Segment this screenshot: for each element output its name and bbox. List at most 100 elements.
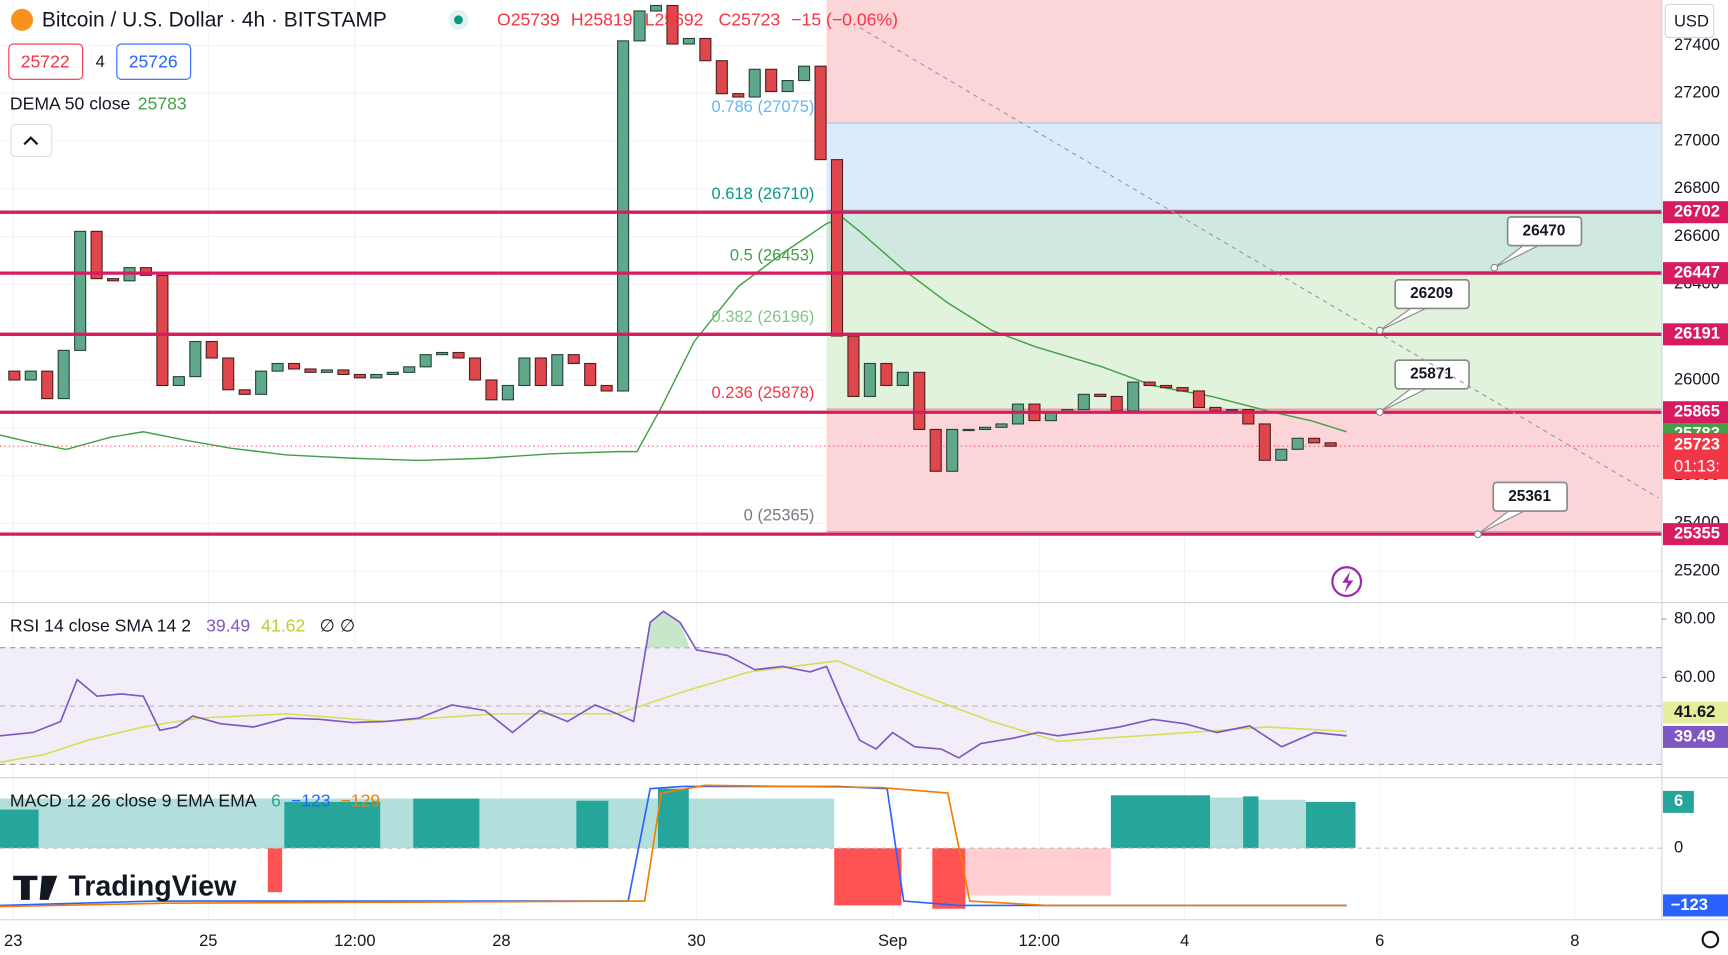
candle bbox=[1275, 448, 1288, 461]
last-price: 25723 bbox=[1674, 434, 1720, 453]
background bbox=[0, 0, 1662, 920]
price-level-tag: 25355 bbox=[1674, 523, 1720, 542]
candle bbox=[781, 79, 794, 93]
alert-icon[interactable] bbox=[1331, 566, 1363, 598]
callout-anchor bbox=[1490, 263, 1499, 272]
callout-box bbox=[1394, 359, 1470, 390]
price-level-tag: 26702 bbox=[1674, 202, 1720, 221]
ohlc-value: C25723 bbox=[719, 10, 781, 30]
fib-zone bbox=[826, 271, 1662, 334]
x-tick-label: 25 bbox=[199, 931, 217, 950]
y-tick-label: 26800 bbox=[1674, 178, 1720, 197]
dema-line bbox=[0, 217, 1347, 462]
candle bbox=[370, 373, 383, 379]
candle bbox=[271, 362, 284, 372]
candle bbox=[962, 428, 975, 432]
candle bbox=[814, 65, 827, 161]
market-status-dot bbox=[454, 15, 463, 25]
x-tick-label: 8 bbox=[1570, 931, 1579, 950]
candle bbox=[682, 37, 695, 45]
fib-label: 0.382 (26196) bbox=[712, 307, 815, 326]
y-tick-label: 26000 bbox=[1674, 369, 1720, 388]
rsi-extra: ∅ ∅ bbox=[320, 615, 356, 635]
fib-label: 0.618 (26710) bbox=[712, 184, 815, 203]
candle bbox=[74, 230, 87, 351]
rsi-line bbox=[0, 610, 1347, 759]
rsi-tag: 39.49 bbox=[1674, 726, 1715, 745]
candle bbox=[8, 370, 21, 381]
countdown: 01:13: bbox=[1674, 456, 1720, 475]
candle bbox=[90, 230, 103, 280]
macd-value: −123 bbox=[291, 791, 331, 811]
macd-signal: −129 bbox=[341, 791, 381, 811]
price-level-tag-bg bbox=[1662, 523, 1728, 546]
macd-hist-tag: 6 bbox=[1674, 791, 1683, 810]
candle bbox=[156, 274, 169, 387]
candle bbox=[518, 357, 531, 387]
candle bbox=[748, 68, 761, 98]
macd-label: MACD 12 26 close 9 EMA EMA bbox=[10, 791, 257, 811]
candle bbox=[946, 428, 959, 472]
candle bbox=[386, 371, 399, 376]
ohlc-value: H25819 bbox=[571, 10, 633, 30]
candle bbox=[452, 351, 465, 359]
x-tick-label: 6 bbox=[1375, 931, 1384, 950]
spread: 4 bbox=[96, 52, 105, 71]
ohlc: O25739 H25819 L25692 C25723 −15 (−0.06%) bbox=[497, 10, 898, 30]
ask[interactable]: 25726 bbox=[129, 51, 178, 71]
candle bbox=[1110, 395, 1123, 412]
fib-label: 0 (25365) bbox=[744, 506, 815, 525]
symbol: Bitcoin / U.S. Dollar · 4h · BITSTAMP bbox=[42, 8, 387, 31]
candle bbox=[1258, 423, 1271, 461]
candle bbox=[880, 362, 893, 387]
candle bbox=[501, 384, 514, 401]
y-tick-label: 26600 bbox=[1674, 226, 1720, 245]
rsi-label: RSI 14 close SMA 14 2 bbox=[10, 615, 191, 635]
candle bbox=[1324, 442, 1337, 447]
candle bbox=[649, 4, 663, 12]
logo-icon bbox=[13, 875, 58, 900]
candle bbox=[287, 362, 301, 370]
fib-label: 0.786 (27075) bbox=[712, 97, 815, 116]
candle bbox=[1160, 384, 1173, 389]
candle bbox=[1192, 390, 1206, 409]
candle bbox=[222, 357, 235, 391]
bid-box[interactable] bbox=[8, 43, 84, 80]
candle bbox=[1176, 387, 1189, 392]
candle bbox=[320, 369, 334, 373]
fib-zone bbox=[826, 123, 1662, 211]
macd-tag-bg bbox=[1662, 894, 1728, 917]
candle bbox=[1011, 403, 1025, 425]
candle bbox=[534, 357, 547, 387]
collapse-button[interactable] bbox=[10, 123, 53, 157]
ohlc-value: L25692 bbox=[645, 10, 704, 30]
candle bbox=[1209, 406, 1222, 412]
ohlc-value: O25739 bbox=[497, 10, 560, 30]
candle bbox=[1077, 393, 1090, 411]
rsi-band bbox=[0, 647, 1662, 765]
macd-hist-tag-bg bbox=[1662, 790, 1694, 813]
y-tick-label: 27200 bbox=[1674, 83, 1720, 102]
candle bbox=[1127, 381, 1140, 412]
callout-anchor bbox=[1375, 408, 1384, 416]
price-level-tag-bg bbox=[1662, 401, 1728, 424]
candle bbox=[617, 40, 630, 392]
dema-label: DEMA 50 close bbox=[10, 93, 131, 113]
bid[interactable]: 25722 bbox=[21, 51, 70, 71]
candle bbox=[1094, 393, 1107, 398]
alert-bolt bbox=[1342, 571, 1354, 593]
candle bbox=[436, 351, 449, 356]
candle bbox=[106, 278, 120, 282]
candle bbox=[798, 65, 811, 82]
currency-box bbox=[1664, 3, 1715, 39]
candle bbox=[979, 426, 992, 430]
x-tick-label: Sep bbox=[878, 931, 907, 950]
callout-label: 26470 bbox=[1523, 222, 1566, 239]
candle bbox=[929, 428, 942, 472]
candle bbox=[304, 368, 317, 373]
ask-box[interactable] bbox=[116, 43, 192, 80]
candle bbox=[419, 354, 432, 368]
rsi-tick-label: 60.00 bbox=[1674, 667, 1715, 686]
macd-tick-label: 0 bbox=[1674, 838, 1683, 857]
